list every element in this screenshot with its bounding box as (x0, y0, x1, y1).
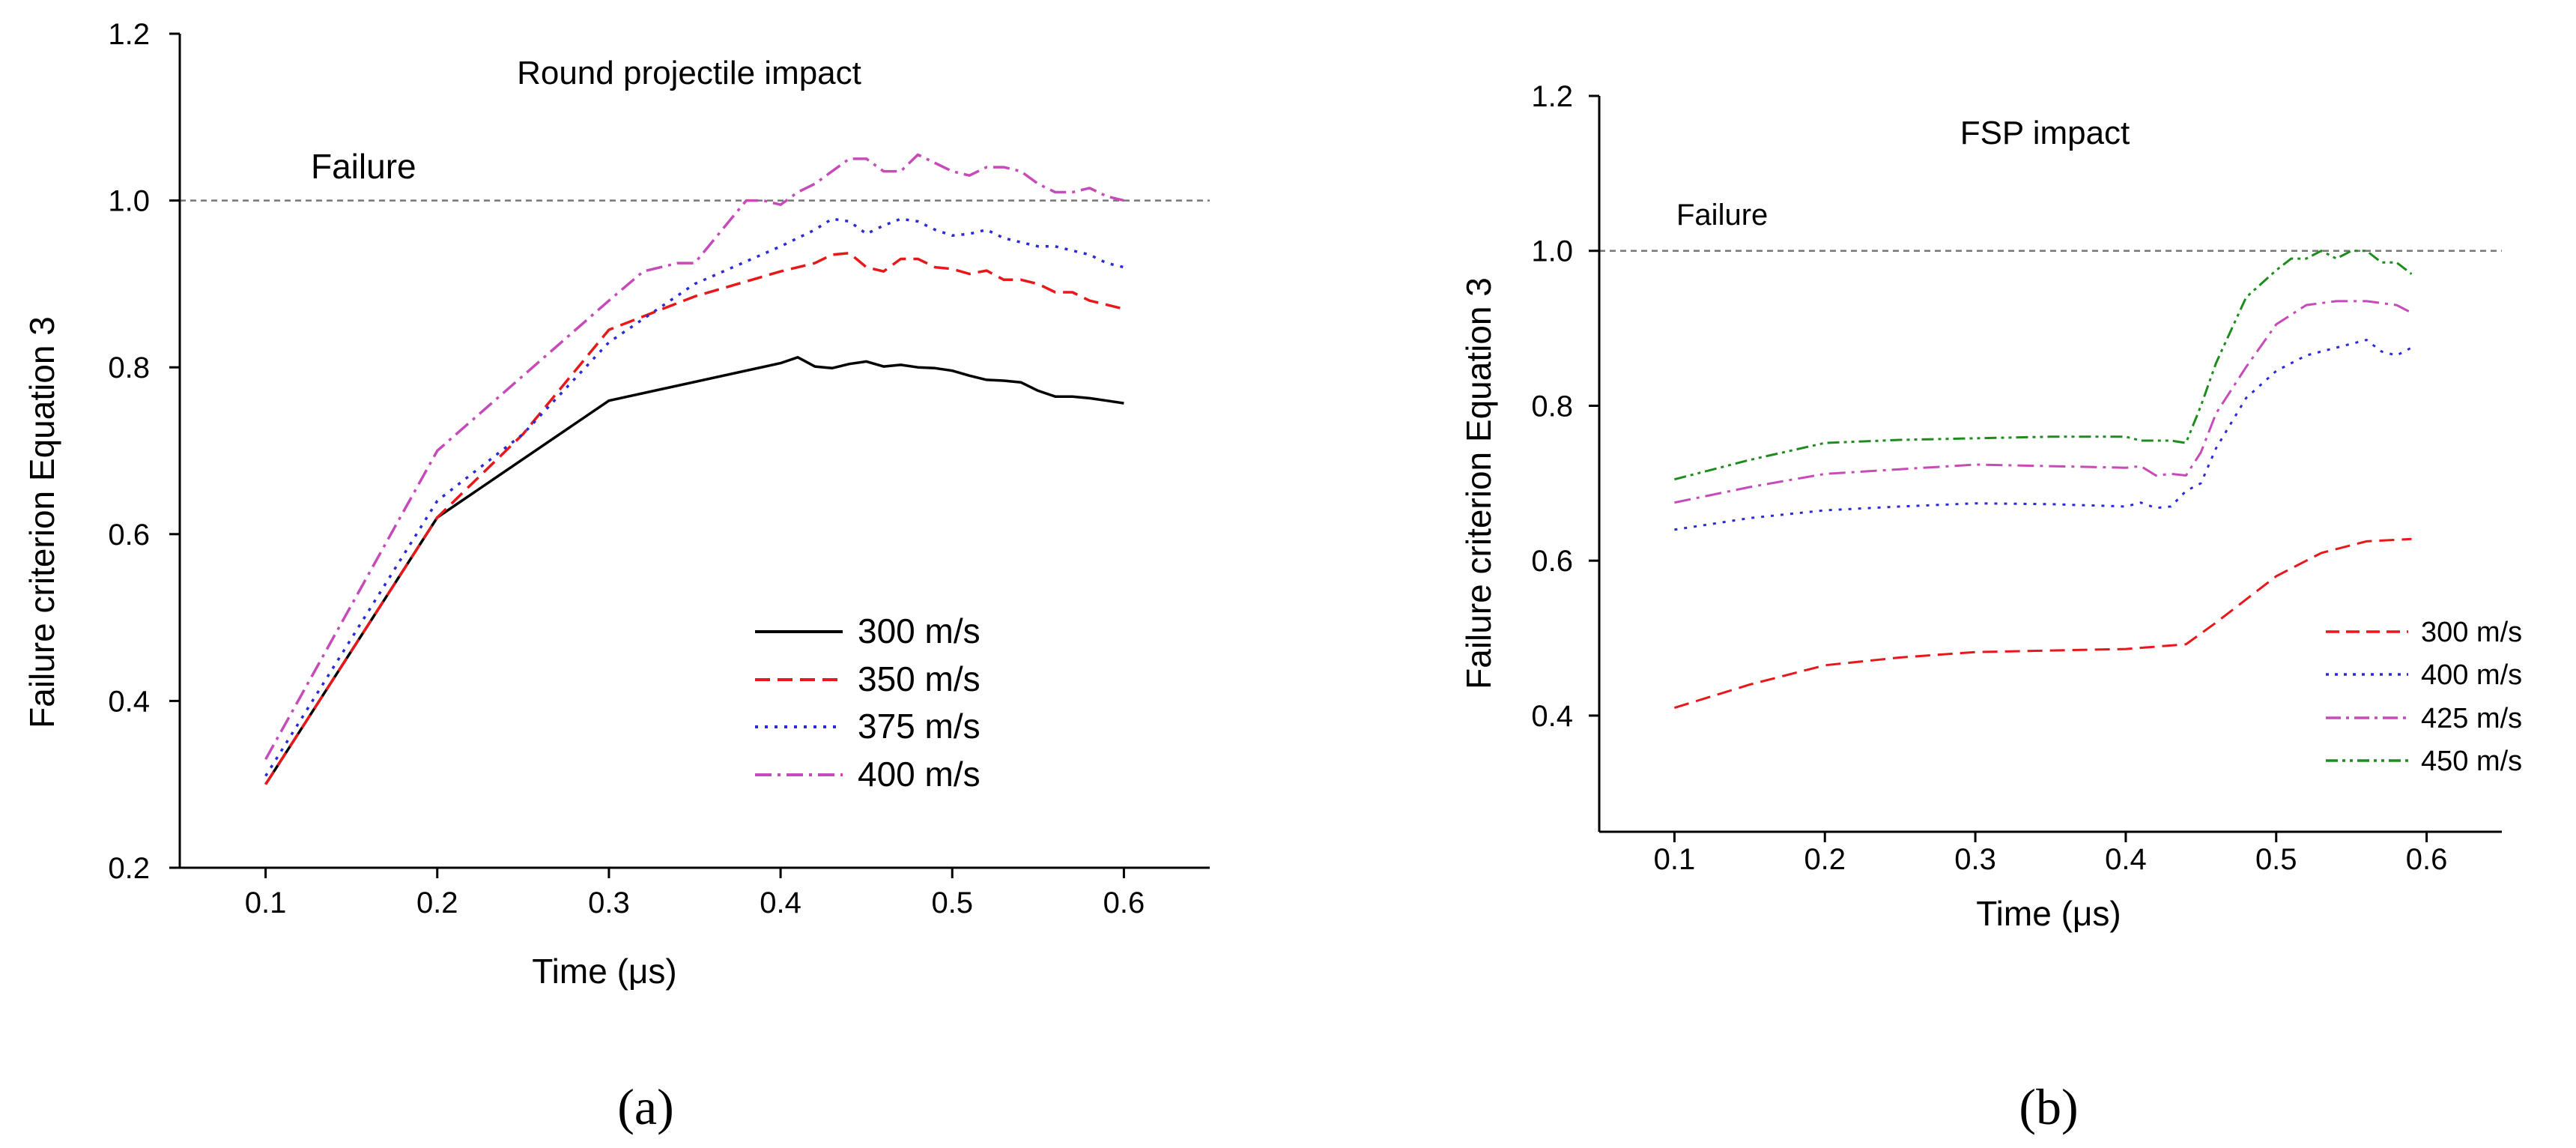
chart-title-a: Round projectile impact (517, 55, 861, 91)
series-line-a-350-m-s (264, 251, 1124, 785)
x-axis-title-a: Time (μs) (532, 952, 676, 991)
chart-panel-a: Round projectile impact Failure Failure … (22, 18, 1210, 1135)
legend-label-b-300: 300 m/s (2421, 617, 2522, 648)
y-tick-label-a: 1.0 (108, 185, 150, 218)
x-tick-label-a: 0.2 (416, 886, 458, 919)
y-tick-label-b: 0.4 (1531, 700, 1573, 733)
x-tick-label-b: 0.6 (2406, 843, 2448, 876)
legend-label-a-400: 400 m/s (858, 755, 981, 794)
series-line-b-300-m-s (1673, 537, 2412, 710)
y-tick-label-a: 0.2 (108, 852, 150, 885)
series-line-a-300-m-s (264, 356, 1124, 785)
y-tick-label-b: 1.2 (1531, 80, 1573, 113)
x-tick-label-a: 0.5 (931, 886, 973, 919)
x-tick-label-b: 0.5 (2255, 843, 2297, 876)
failure-label-a: Failure (311, 147, 416, 186)
series-line-b-450-m-s (1674, 250, 2413, 481)
x-tick-label-a: 0.3 (588, 886, 630, 919)
legend-b: 300 m/s 400 m/s 425 m/s 450 m/s (2326, 617, 2522, 777)
x-tick-label-b: 0.4 (2105, 843, 2147, 876)
failure-label-b: Failure (1676, 199, 1768, 232)
chart-title-b: FSP impact (1960, 115, 2130, 151)
panel-label-b: (b) (2019, 1078, 2078, 1135)
legend-label-b-450: 450 m/s (2421, 746, 2522, 777)
y-tick-label-b: 1.0 (1531, 235, 1573, 268)
y-tick-label-b: 0.6 (1531, 545, 1573, 578)
series-line-b-425-m-s (1674, 300, 2413, 504)
y-axis-title-a: Failure criterion Equation 3 (22, 316, 61, 728)
series-line-b-400-m-s (1674, 339, 2413, 531)
y-tick-label-a: 1.2 (108, 18, 150, 51)
panel-label-a: (a) (617, 1078, 673, 1135)
y-tick-label-a: 0.6 (108, 519, 150, 552)
series-line-a-375-m-s (264, 217, 1124, 777)
y-tick-label-b: 0.8 (1531, 390, 1573, 423)
y-axis-title-b: Failure criterion Equation 3 (1459, 277, 1498, 689)
chart-panel-b: FSP impact Failure Failure criterion Equ… (1459, 80, 2522, 1135)
legend-label-a-350: 350 m/s (858, 659, 981, 698)
x-tick-label-a: 0.1 (245, 886, 287, 919)
legend-label-a-375: 375 m/s (858, 707, 981, 746)
y-tick-label-a: 0.8 (108, 351, 150, 384)
x-tick-label-b: 0.3 (1954, 843, 1996, 876)
legend-a: 300 m/s 350 m/s 375 m/s 400 m/s (755, 611, 981, 794)
y-tick-label-a: 0.4 (108, 685, 150, 718)
x-tick-label-a: 0.4 (760, 886, 801, 919)
x-tick-label-b: 0.1 (1654, 843, 1696, 876)
x-axis-title-b: Time (μs) (1976, 894, 2121, 933)
legend-label-b-425: 425 m/s (2421, 703, 2522, 734)
series-line-a-400-m-s (264, 153, 1124, 761)
x-tick-label-a: 0.6 (1103, 886, 1145, 919)
legend-label-a-300: 300 m/s (858, 611, 981, 650)
x-tick-label-b: 0.2 (1804, 843, 1846, 876)
legend-label-b-400: 400 m/s (2421, 659, 2522, 691)
